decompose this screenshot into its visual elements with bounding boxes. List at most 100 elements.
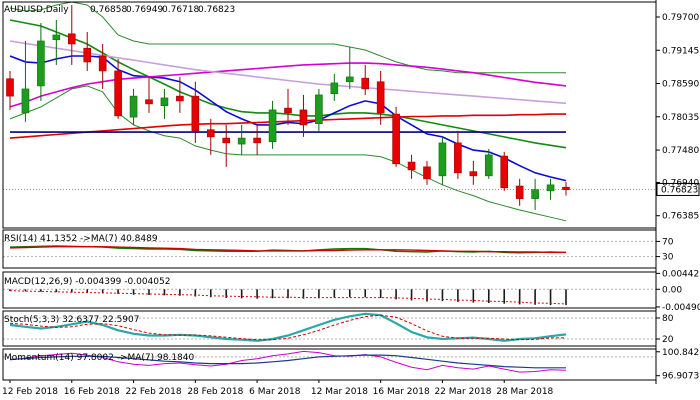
candle-layer bbox=[6, 4, 570, 211]
macd-tick-label: 0.00 bbox=[662, 285, 682, 295]
candle-body bbox=[6, 78, 14, 97]
macd-bar bbox=[318, 289, 320, 299]
candle-body bbox=[284, 107, 292, 114]
x-tick-label: 16 Feb 2018 bbox=[64, 387, 120, 397]
macd-bar bbox=[40, 289, 42, 292]
macd-tick-label: -0.004909 bbox=[662, 303, 700, 313]
momentum-series-0 bbox=[9, 350, 567, 373]
macd-bar bbox=[379, 289, 382, 298]
candle-body bbox=[515, 185, 524, 199]
ohlc-low: 0.76718 bbox=[162, 5, 199, 15]
grid-layer bbox=[3, 16, 660, 383]
momentum-tick-label: 96.9073 bbox=[662, 372, 699, 382]
candle-body bbox=[222, 137, 231, 144]
macd-bar bbox=[487, 289, 490, 303]
price-tick-label: 0.79145 bbox=[662, 46, 699, 56]
frame-layer bbox=[2, 0, 700, 384]
macd-bar bbox=[518, 289, 521, 305]
candle-body bbox=[315, 94, 323, 124]
macd-bar bbox=[441, 289, 444, 302]
stoch-series-0 bbox=[9, 312, 567, 342]
macd-bar bbox=[395, 289, 397, 300]
rsi-label: RSI(14) 41.1352 ->MA(7) 40.8489 bbox=[4, 234, 158, 244]
stoch-series-1 bbox=[9, 314, 566, 341]
candle-body bbox=[454, 142, 462, 174]
stoch-label: Stoch(5,3,3) 32.6377 22.5907 bbox=[4, 315, 139, 325]
price-tick-label: 0.76940 bbox=[662, 178, 699, 188]
ohlc-open: 0.76858 bbox=[90, 5, 127, 15]
macd-bar bbox=[565, 289, 567, 306]
candle-body bbox=[546, 184, 555, 192]
macd-bar bbox=[9, 289, 11, 292]
candle-body bbox=[392, 113, 400, 165]
macd-label: MACD(12,26,9) -0.004399 -0.004052 bbox=[4, 277, 170, 287]
macd-signal-line bbox=[9, 290, 567, 305]
candle-body bbox=[531, 189, 539, 199]
candle-body bbox=[268, 109, 277, 142]
candle-body bbox=[176, 95, 184, 102]
candle-body bbox=[345, 76, 354, 83]
candle-body bbox=[376, 81, 385, 114]
x-tick-label: 12 Mar 2018 bbox=[311, 387, 368, 397]
candle-body bbox=[52, 34, 61, 41]
macd-bar bbox=[240, 289, 243, 299]
macd-bar bbox=[55, 289, 58, 293]
momentum-series-1 bbox=[9, 354, 566, 369]
symbol-label: AUDUSD,Daily bbox=[4, 5, 69, 15]
candle-body bbox=[253, 137, 261, 144]
candle-body bbox=[21, 88, 30, 114]
candle-body bbox=[562, 186, 570, 190]
macd-bar bbox=[364, 289, 367, 298]
current-price-box bbox=[656, 182, 700, 196]
x-tick-label: 6 Mar 2018 bbox=[249, 387, 301, 397]
macd-bar bbox=[117, 289, 119, 294]
candle-body bbox=[114, 70, 122, 117]
candle-body bbox=[237, 137, 246, 145]
x-tick-label: 22 Mar 2018 bbox=[434, 387, 491, 397]
macd-bar bbox=[256, 289, 258, 299]
macd-bar bbox=[271, 289, 274, 299]
candle-body bbox=[129, 95, 138, 118]
macd-bar bbox=[86, 289, 89, 293]
ohlc-high: 0.76949 bbox=[126, 5, 163, 15]
macd-bar bbox=[457, 289, 459, 302]
candle-body bbox=[145, 99, 153, 105]
candle-body bbox=[98, 55, 107, 72]
stoch-tick-label: 80 bbox=[662, 314, 674, 324]
macd-bar bbox=[132, 289, 135, 295]
rsi-tick-label: 70 bbox=[662, 237, 674, 247]
momentum-tick-label: 100.8427 bbox=[662, 348, 700, 358]
x-tick-label: 28 Mar 2018 bbox=[496, 387, 553, 397]
macd-bar bbox=[148, 289, 150, 296]
ohlc-close: 0.76823 bbox=[198, 5, 235, 15]
macd-bar bbox=[410, 289, 413, 301]
macd-bar bbox=[101, 289, 104, 294]
macd-bar bbox=[472, 289, 475, 303]
macd-bar bbox=[503, 289, 506, 304]
macd-bar bbox=[209, 289, 212, 298]
macd-bar bbox=[333, 289, 336, 298]
price-tick-label: 0.76385 bbox=[662, 212, 699, 222]
overlay-line-bb_lower bbox=[9, 85, 567, 222]
candle-body bbox=[37, 40, 45, 87]
macd-bar bbox=[24, 289, 27, 292]
candle-body bbox=[191, 95, 200, 132]
text-layer: AUDUSD,Daily 0.76858 0.76949 0.76718 0.7… bbox=[2, 5, 700, 397]
x-tick-label: 22 Feb 2018 bbox=[126, 387, 182, 397]
macd-bar bbox=[348, 289, 351, 298]
candle-body bbox=[407, 161, 416, 171]
candle-body bbox=[484, 154, 493, 177]
rsi-tick-label: 30 bbox=[662, 253, 674, 263]
price-tick-label: 0.79700 bbox=[662, 13, 699, 23]
x-tick-label: 28 Feb 2018 bbox=[187, 387, 243, 397]
stoch-tick-label: 20 bbox=[662, 335, 674, 345]
macd-bar bbox=[163, 289, 166, 296]
macd-bar bbox=[426, 289, 428, 302]
candle-body bbox=[438, 142, 447, 177]
price-tick-label: 0.78035 bbox=[662, 113, 699, 123]
candle-body bbox=[83, 47, 92, 63]
candle-body bbox=[67, 33, 76, 45]
macd-bar bbox=[549, 289, 552, 306]
macd-bar bbox=[225, 289, 228, 298]
price-tick-label: 0.77480 bbox=[662, 146, 699, 156]
